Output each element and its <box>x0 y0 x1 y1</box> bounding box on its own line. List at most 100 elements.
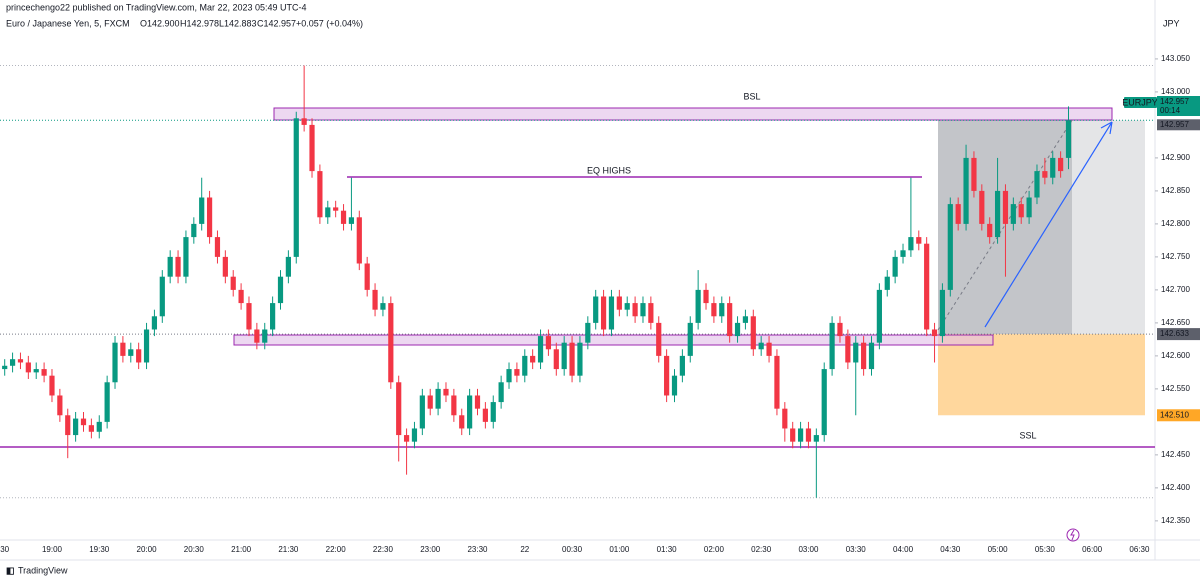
x-tick-label: 19:00 <box>42 545 63 554</box>
candle-body <box>664 355 670 396</box>
x-tick-label: 04:00 <box>893 545 914 554</box>
candle-body <box>277 276 284 304</box>
candle-body <box>845 336 851 363</box>
candle-body <box>585 322 591 343</box>
alert-icon[interactable] <box>1066 528 1080 542</box>
y-tick-label: 142.750 <box>1161 252 1190 261</box>
candle-body <box>719 303 725 317</box>
candle-body <box>136 349 142 363</box>
candle-body <box>711 303 717 317</box>
candle-body <box>254 329 260 343</box>
candle-body <box>325 207 331 218</box>
candle-body <box>246 303 252 330</box>
candle-body <box>57 395 63 416</box>
candle-body <box>167 256 173 277</box>
candle-body <box>49 375 55 396</box>
publisher: princechengo22 published on TradingView.… <box>6 2 307 12</box>
candle-body <box>112 342 118 383</box>
candle-body <box>742 316 749 323</box>
ohlc-change: +0.057 (+0.04%) <box>296 18 363 28</box>
candle-body <box>396 382 402 436</box>
candle-body <box>624 303 630 310</box>
candle-body <box>766 342 772 356</box>
candle-body <box>1010 204 1016 224</box>
candle-body <box>183 237 189 277</box>
candle-body <box>364 263 370 290</box>
x-tick-label: 01:30 <box>657 545 678 554</box>
eq-highs-label: EQ HIGHS <box>587 165 631 175</box>
ohlc-open: O142.900 <box>140 18 180 28</box>
candle-body <box>545 336 552 350</box>
candle-body <box>537 336 544 363</box>
candle-body <box>1034 171 1040 198</box>
trend-arrow-head <box>1100 121 1113 135</box>
candle-body <box>88 425 94 432</box>
stop-label: 142.510 <box>1160 410 1189 419</box>
x-tick-label: 04:30 <box>940 545 961 554</box>
candle-body <box>285 256 291 277</box>
candle-body <box>356 217 362 264</box>
candle-body <box>553 349 559 370</box>
candle-body <box>671 375 678 396</box>
x-tick-label: 05:00 <box>988 545 1009 554</box>
candle-body <box>443 388 449 396</box>
position-profit-zone <box>938 120 1145 335</box>
demand-zone <box>233 334 994 346</box>
x-tick-label: 06:00 <box>1082 545 1103 554</box>
candle-body <box>435 388 441 409</box>
candle-body <box>703 289 709 304</box>
candle-body <box>829 322 835 370</box>
candle-body <box>175 256 181 277</box>
x-tick-label: 20:30 <box>184 545 205 554</box>
x-tick-label: 02:00 <box>704 545 725 554</box>
ohlc-low: L142.883 <box>219 18 257 28</box>
x-tick-label: 03:30 <box>846 545 867 554</box>
candle-body <box>861 342 867 370</box>
candle-body <box>648 303 654 323</box>
candle-body <box>924 243 930 330</box>
candle-body <box>908 237 914 251</box>
candle-body <box>734 322 741 337</box>
candle-body <box>947 204 953 290</box>
candle-body <box>963 157 969 224</box>
ohlc-close: C142.957 <box>257 18 296 28</box>
candle-body <box>474 395 481 409</box>
position-top-label: 142.957 <box>1160 120 1189 129</box>
symbol: Euro / Japanese Yen, 5, FXCM <box>6 18 130 28</box>
candle-body <box>159 276 165 317</box>
candle-body <box>191 223 197 238</box>
candle-body <box>813 435 819 442</box>
brand: TradingView <box>18 565 68 575</box>
candle-body <box>1058 157 1064 172</box>
y-tick-label: 142.350 <box>1161 516 1190 525</box>
candle-body <box>577 342 583 376</box>
y-tick-label: 142.850 <box>1161 186 1190 195</box>
candle-body <box>143 329 150 363</box>
bsl-zone <box>273 107 1113 121</box>
candle-body <box>380 303 386 310</box>
y-tick-label: 143.000 <box>1161 87 1190 96</box>
trend-arrow <box>984 121 1113 328</box>
candle-body <box>616 296 622 310</box>
candle-body <box>403 435 410 442</box>
candle-body <box>222 256 228 277</box>
candle-body <box>790 428 796 442</box>
candle-body <box>632 303 638 317</box>
y-tick-label: 142.550 <box>1161 384 1190 393</box>
candle-body <box>206 197 213 238</box>
candle-body <box>17 359 24 363</box>
currency: JPY <box>1163 18 1180 28</box>
candle-body <box>41 369 47 376</box>
candle-body <box>955 204 961 224</box>
candle-body <box>916 237 922 244</box>
candle-body <box>459 415 465 429</box>
candle-body <box>317 171 323 218</box>
candle-body <box>372 289 378 310</box>
x-tick-label: 21:00 <box>231 545 252 554</box>
candle-body <box>656 322 662 356</box>
y-tick-label: 143.050 <box>1161 54 1190 63</box>
y-tick-label: 142.450 <box>1161 450 1190 459</box>
candle-body <box>333 207 339 211</box>
candle-body <box>340 210 347 224</box>
